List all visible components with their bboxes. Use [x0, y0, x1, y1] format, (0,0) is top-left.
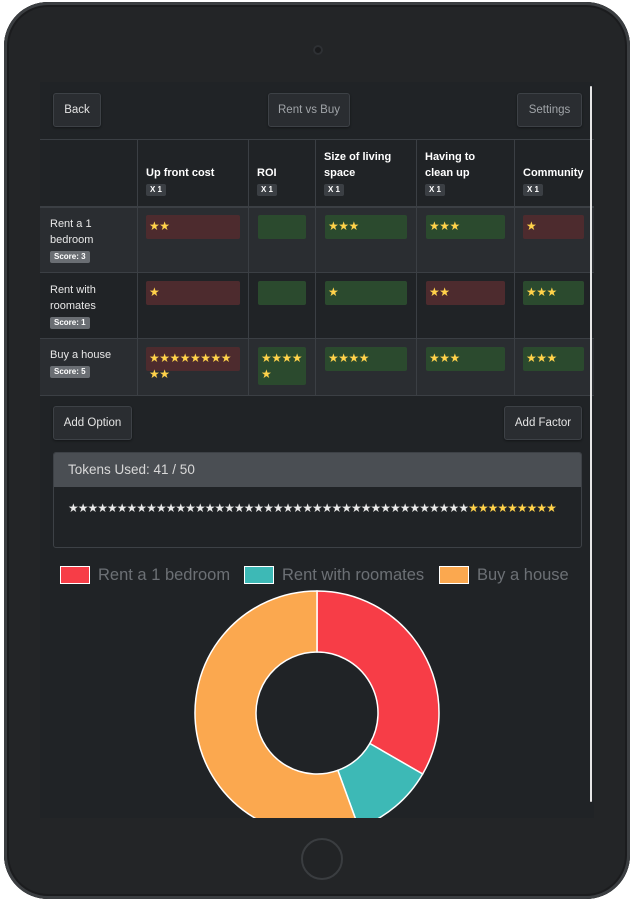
option-name: Rent with roomates — [50, 284, 96, 312]
grid-line — [315, 139, 316, 395]
grid-line — [248, 139, 249, 395]
rating-cell[interactable]: ★★★★★ — [258, 347, 306, 385]
option-label[interactable]: Rent with roomates Score: 1 — [50, 282, 132, 330]
factor-multiplier[interactable]: X 1 — [257, 184, 278, 196]
factor-multiplier[interactable]: X 1 — [324, 184, 345, 196]
legend-label: Rent with roomates — [282, 566, 425, 584]
remaining-token-stars: ★★★★★★★★★ — [468, 501, 557, 515]
legend-label: Buy a house — [477, 566, 569, 584]
grid-line — [416, 139, 417, 395]
factor-header[interactable]: Up front cost X 1 — [146, 165, 244, 197]
rating-cell[interactable]: ★★★ — [426, 347, 505, 371]
doughnut-chart — [194, 590, 440, 819]
header-row — [40, 139, 594, 207]
option-name: Buy a house — [50, 349, 112, 361]
doughnut-slice[interactable] — [336, 742, 424, 819]
page-title-button[interactable]: Rent vs Buy — [268, 93, 350, 127]
factor-name: Having to clean up — [425, 151, 476, 179]
factor-multiplier[interactable]: X 1 — [425, 184, 446, 196]
grid-line — [40, 338, 594, 339]
factor-name: Community — [523, 167, 584, 179]
doughnut-slice[interactable] — [316, 590, 440, 776]
grid-line — [137, 139, 138, 395]
back-button[interactable]: Back — [53, 93, 101, 127]
legend-label: Rent a 1 bedroom — [98, 566, 231, 584]
factor-header[interactable]: ROI X 1 — [257, 165, 312, 197]
rating-cell[interactable] — [258, 215, 306, 239]
rating-cell[interactable]: ★★ — [146, 215, 240, 239]
app-screen: Back Rent vs Buy Settings Up front cost … — [40, 82, 594, 818]
token-stars: ★★★★★★★★★★★★★★★★★★★★★★★★★★★★★★★★★★★★★★★★… — [54, 487, 564, 516]
rating-cell[interactable]: ★★★ — [523, 347, 584, 371]
rating-cell[interactable]: ★★★ — [325, 215, 407, 239]
rating-cell[interactable]: ★★★ — [426, 215, 505, 239]
legend-swatch — [60, 566, 90, 584]
score-badge: Score: 5 — [50, 366, 90, 378]
rating-cell[interactable]: ★ — [523, 215, 584, 239]
add-factor-button[interactable]: Add Factor — [504, 406, 582, 440]
legend-swatch — [244, 566, 274, 584]
grid-line — [40, 206, 594, 208]
grid-line — [514, 139, 515, 395]
add-option-button[interactable]: Add Option — [53, 406, 132, 440]
factor-multiplier[interactable]: X 1 — [523, 184, 544, 196]
rating-cell[interactable]: ★★★★ — [325, 347, 407, 371]
home-button[interactable] — [301, 838, 343, 880]
tokens-used-label: Tokens Used: 41 / 50 — [54, 453, 581, 487]
rating-cell[interactable] — [258, 281, 306, 305]
option-name: Rent a 1 bedroom — [50, 218, 94, 246]
factor-name: Size of living space — [324, 151, 392, 179]
rating-cell[interactable]: ★ — [325, 281, 407, 305]
settings-button[interactable]: Settings — [517, 93, 582, 127]
factor-header[interactable]: Community X 1 — [523, 165, 593, 197]
rating-cell[interactable]: ★ — [146, 281, 240, 305]
used-token-stars: ★★★★★★★★★★★★★★★★★★★★★★★★★★★★★★★★★★★★★★★★… — [68, 501, 469, 515]
grid-line — [40, 139, 594, 140]
option-label[interactable]: Rent a 1 bedroom Score: 3 — [50, 216, 132, 264]
factor-header[interactable]: Size of living space X 1 — [324, 149, 414, 197]
legend-swatch — [439, 566, 469, 584]
scrollbar[interactable] — [590, 86, 592, 802]
camera — [313, 45, 323, 55]
tokens-panel: Tokens Used: 41 / 50 ★★★★★★★★★★★★★★★★★★★… — [53, 452, 582, 548]
score-badge: Score: 1 — [50, 317, 90, 329]
score-badge: Score: 3 — [50, 251, 90, 263]
factor-multiplier[interactable]: X 1 — [146, 184, 167, 196]
doughnut-slice[interactable] — [194, 590, 359, 818]
grid-line — [40, 395, 594, 396]
factor-name: Up front cost — [146, 167, 215, 179]
factor-name: ROI — [257, 167, 277, 179]
factor-header[interactable]: Having to clean up X 1 — [425, 149, 505, 197]
rating-cell[interactable]: ★★★ — [523, 281, 584, 305]
option-label[interactable]: Buy a house Score: 5 — [50, 347, 132, 379]
rating-cell[interactable]: ★★★★★★★★★★ — [146, 347, 240, 381]
grid-line — [40, 272, 594, 273]
rating-cell[interactable]: ★★ — [426, 281, 505, 305]
